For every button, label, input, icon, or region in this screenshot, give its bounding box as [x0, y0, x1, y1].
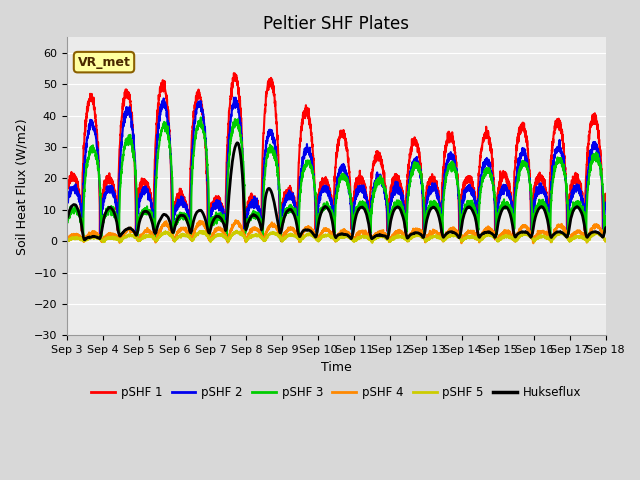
pSHF 2 [63, 204, 70, 210]
pSHF 1 [230, 70, 237, 76]
Hukseflux [602, 225, 609, 231]
Line: pSHF 2: pSHF 2 [67, 97, 605, 239]
pSHF 3 [602, 216, 609, 222]
pSHF 4 [389, 234, 397, 240]
Hukseflux [389, 210, 397, 216]
pSHF 5 [602, 239, 609, 244]
Legend: pSHF 1, pSHF 2, pSHF 3, pSHF 4, pSHF 5, Hukseflux: pSHF 1, pSHF 2, pSHF 3, pSHF 4, pSHF 5, … [86, 382, 586, 404]
Hukseflux [234, 140, 241, 145]
pSHF 3 [389, 206, 397, 212]
Y-axis label: Soil Heat Flux (W/m2): Soil Heat Flux (W/m2) [15, 118, 28, 254]
pSHF 4 [602, 237, 609, 242]
pSHF 5 [63, 239, 70, 244]
pSHF 3 [197, 115, 205, 120]
pSHF 4 [529, 240, 537, 246]
Hukseflux [81, 237, 88, 243]
Hukseflux [214, 213, 221, 219]
pSHF 4 [232, 217, 240, 223]
pSHF 2 [213, 201, 221, 207]
X-axis label: Time: Time [321, 360, 351, 373]
pSHF 1 [398, 191, 406, 196]
pSHF 5 [233, 228, 241, 233]
pSHF 3 [179, 212, 186, 218]
pSHF 3 [399, 206, 406, 212]
Hukseflux [63, 216, 70, 221]
pSHF 1 [179, 195, 186, 201]
pSHF 2 [230, 95, 237, 100]
Line: pSHF 4: pSHF 4 [67, 220, 605, 243]
pSHF 1 [389, 180, 397, 186]
pSHF 2 [389, 191, 397, 196]
pSHF 5 [369, 240, 376, 246]
pSHF 1 [551, 123, 559, 129]
pSHF 3 [63, 219, 70, 225]
pSHF 1 [602, 192, 609, 197]
pSHF 4 [602, 237, 609, 242]
pSHF 3 [214, 212, 221, 218]
Text: VR_met: VR_met [77, 56, 131, 69]
Line: Hukseflux: Hukseflux [67, 143, 605, 240]
pSHF 5 [551, 233, 559, 239]
pSHF 2 [602, 206, 609, 212]
Line: pSHF 1: pSHF 1 [67, 73, 605, 240]
Line: pSHF 5: pSHF 5 [67, 230, 605, 243]
Hukseflux [551, 230, 559, 236]
Hukseflux [399, 212, 406, 218]
pSHF 2 [399, 198, 406, 204]
pSHF 1 [602, 192, 609, 198]
pSHF 5 [213, 232, 221, 238]
pSHF 4 [551, 229, 559, 235]
pSHF 5 [399, 234, 406, 240]
pSHF 3 [602, 213, 609, 219]
pSHF 3 [277, 238, 285, 244]
Hukseflux [602, 225, 609, 231]
pSHF 5 [179, 231, 186, 237]
pSHF 1 [63, 188, 70, 193]
pSHF 5 [602, 238, 609, 243]
Line: pSHF 3: pSHF 3 [67, 118, 605, 241]
pSHF 1 [213, 197, 221, 203]
Hukseflux [179, 213, 186, 218]
pSHF 4 [398, 231, 406, 237]
pSHF 4 [63, 238, 70, 243]
pSHF 4 [213, 227, 221, 232]
pSHF 3 [551, 164, 559, 169]
pSHF 4 [179, 226, 186, 232]
pSHF 5 [389, 235, 397, 240]
pSHF 1 [491, 237, 499, 242]
pSHF 2 [384, 236, 392, 241]
pSHF 2 [602, 200, 609, 205]
pSHF 2 [551, 151, 559, 157]
Title: Peltier SHF Plates: Peltier SHF Plates [263, 15, 409, 33]
pSHF 2 [179, 200, 186, 205]
